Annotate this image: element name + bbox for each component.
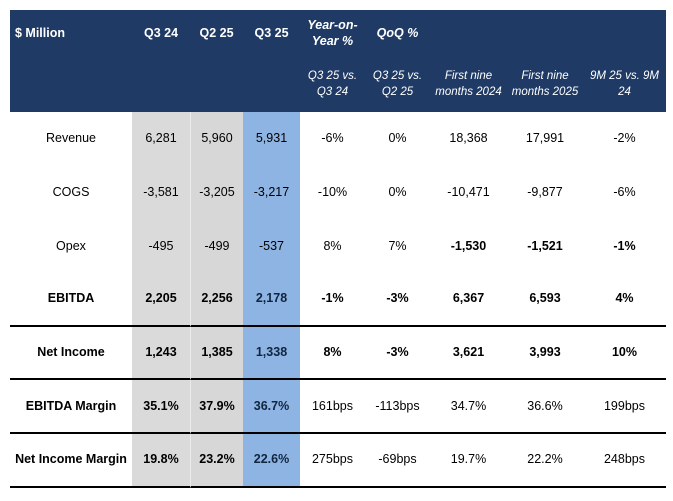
cell-net-income-qoq: -3%	[365, 327, 430, 381]
cell-net-income-margin-qoq: -69bps	[365, 434, 430, 488]
cell-ebitda-qoq: -3%	[365, 273, 430, 327]
cell-ebitda-margin-9m-2024: 34.7%	[430, 380, 507, 435]
column-header-q3-25: Q3 25	[254, 26, 289, 41]
cell-ebitda-margin-9m-change: 199bps	[583, 380, 666, 435]
table-rows: Revenue 6,281 5,960 5,931 -6% 0% 18,368 17,991 -…	[10, 112, 666, 488]
cell-net-income-9m-2025: 3,993	[507, 327, 583, 381]
cell-net-income-margin-9m-2025: 22.2%	[507, 434, 583, 488]
cell-cogs-9m-2025: -9,877	[527, 185, 563, 200]
cell-opex-9m-2024: -1,530	[450, 238, 487, 253]
cell-ebitda-9m-change: 4%	[583, 273, 666, 327]
cell-ebitda-q3-25: 2,178	[243, 273, 300, 327]
cell-net-income-9m-change: 10%	[583, 327, 666, 381]
cell-revenue-q3-24: 6,281	[132, 112, 190, 166]
cell-net-income-9m-2024: 3,621	[430, 327, 507, 381]
column-header-yoy: Year-on-Year %	[307, 18, 358, 48]
column-subheader-q3-24	[132, 58, 190, 112]
cell-ebitda-margin-9m-2025: 36.6%	[507, 380, 583, 435]
cell-revenue-yoy: -6%	[321, 131, 344, 146]
header-row-1: $ Million Q3 24 Q2 25 Q3 25 Year-on-Year % Qo…	[10, 10, 666, 58]
cell-net-income-q3-25: 1,338	[243, 326, 300, 381]
table-header: $ Million Q3 24 Q2 25 Q3 25 Year-on-Year % Qo…	[10, 10, 666, 112]
row-label-revenue: Revenue	[45, 131, 97, 146]
row-label-cogs: COGS	[52, 185, 90, 200]
cell-opex-q3-24: -495	[132, 219, 190, 274]
table-body: Revenue 6,281 5,960 5,931 -6% 0% 18,368 17,991 -…	[10, 112, 666, 488]
cell-cogs-9m-2024: -10,471	[447, 185, 490, 200]
cell-ebitda-margin-q3-25: 36.7%	[243, 380, 300, 435]
cell-net-income-margin-9m-2024: 19.7%	[430, 434, 507, 488]
cell-opex-q2-25: -499	[190, 219, 243, 274]
cell-cogs-qoq: 0%	[388, 185, 407, 200]
cell-cogs-q3-25: -3,217	[243, 165, 300, 220]
cell-opex-yoy: 8%	[323, 238, 342, 253]
row-label-opex: Opex	[56, 238, 86, 253]
column-subheader-metric	[10, 58, 132, 112]
cell-revenue-9m-2024: 18,368	[449, 131, 488, 146]
cell-revenue-q3-25: 5,931	[243, 112, 300, 166]
column-subheader-qoq: Q3 25 vs. Q2 25	[372, 70, 423, 98]
cell-opex-q3-25: -537	[243, 219, 300, 274]
column-subheader-yoy: Q3 25 vs. Q3 24	[307, 70, 358, 98]
row-label-net-income: Net Income	[10, 327, 132, 381]
column-subheader-q2-25	[190, 58, 243, 112]
row-label-ebitda-margin: EBITDA Margin	[10, 380, 132, 435]
column-subheader-q3-25	[243, 58, 300, 112]
cell-cogs-q3-24: -3,581	[132, 165, 190, 220]
cell-revenue-9m-2025: 17,991	[525, 131, 565, 146]
column-header-9m-2025	[507, 10, 583, 58]
cell-ebitda-margin-q2-25: 37.9%	[190, 380, 243, 435]
column-header-q2-25: Q2 25	[199, 26, 234, 41]
financial-results-table: $ Million Q3 24 Q2 25 Q3 25 Year-on-Year % Qo…	[10, 10, 666, 488]
row-label-ebitda: EBITDA	[10, 273, 132, 327]
cell-ebitda-margin-yoy: 161bps	[300, 380, 365, 435]
cell-revenue-qoq: 0%	[388, 131, 407, 146]
column-subheader-9m-2024: First nine months 2024	[435, 70, 502, 98]
cell-net-income-q3-24: 1,243	[132, 326, 190, 381]
column-header-9m-2024	[430, 10, 507, 58]
cell-ebitda-9m-2024: 6,367	[430, 273, 507, 327]
column-header-qoq: QoQ %	[376, 26, 419, 41]
cell-ebitda-margin-qoq: -113bps	[365, 380, 430, 435]
header-row-2: Q3 25 vs. Q3 24 Q3 25 vs. Q2 25 First nine…	[10, 58, 666, 112]
cell-ebitda-q2-25: 2,256	[190, 273, 243, 327]
column-header-9m-change	[583, 10, 666, 58]
cell-opex-qoq: 7%	[388, 238, 407, 253]
cell-cogs-q2-25: -3,205	[190, 165, 243, 220]
cell-revenue-9m-change: -2%	[613, 131, 636, 146]
cell-ebitda-margin-q3-24: 35.1%	[132, 380, 190, 435]
column-header-q3-24: Q3 24	[143, 26, 179, 41]
cell-net-income-margin-q3-25: 22.6%	[243, 434, 300, 488]
cell-cogs-yoy: -10%	[317, 185, 348, 200]
cell-opex-9m-change: -1%	[613, 238, 636, 253]
cell-ebitda-9m-2025: 6,593	[507, 273, 583, 327]
column-subheader-9m-2025: First nine months 2025	[511, 70, 579, 98]
column-subheader-9m-change: 9M 25 vs. 9M 24	[589, 70, 660, 98]
cell-cogs-9m-change: -6%	[613, 185, 636, 200]
cell-ebitda-yoy: -1%	[300, 273, 365, 327]
cell-net-income-q2-25: 1,385	[190, 326, 243, 381]
cell-net-income-margin-yoy: 275bps	[300, 434, 365, 488]
cell-revenue-q2-25: 5,960	[190, 112, 243, 166]
cell-opex-9m-2025: -1,521	[527, 238, 563, 253]
row-label-net-income-margin: Net Income Margin	[10, 434, 132, 488]
cell-net-income-margin-q2-25: 23.2%	[190, 434, 243, 488]
column-header-metric: $ Million	[15, 26, 65, 41]
cell-net-income-margin-9m-change: 248bps	[583, 434, 666, 488]
cell-ebitda-q3-24: 2,205	[132, 273, 190, 327]
cell-net-income-margin-q3-24: 19.8%	[132, 434, 190, 488]
cell-net-income-yoy: 8%	[300, 327, 365, 381]
